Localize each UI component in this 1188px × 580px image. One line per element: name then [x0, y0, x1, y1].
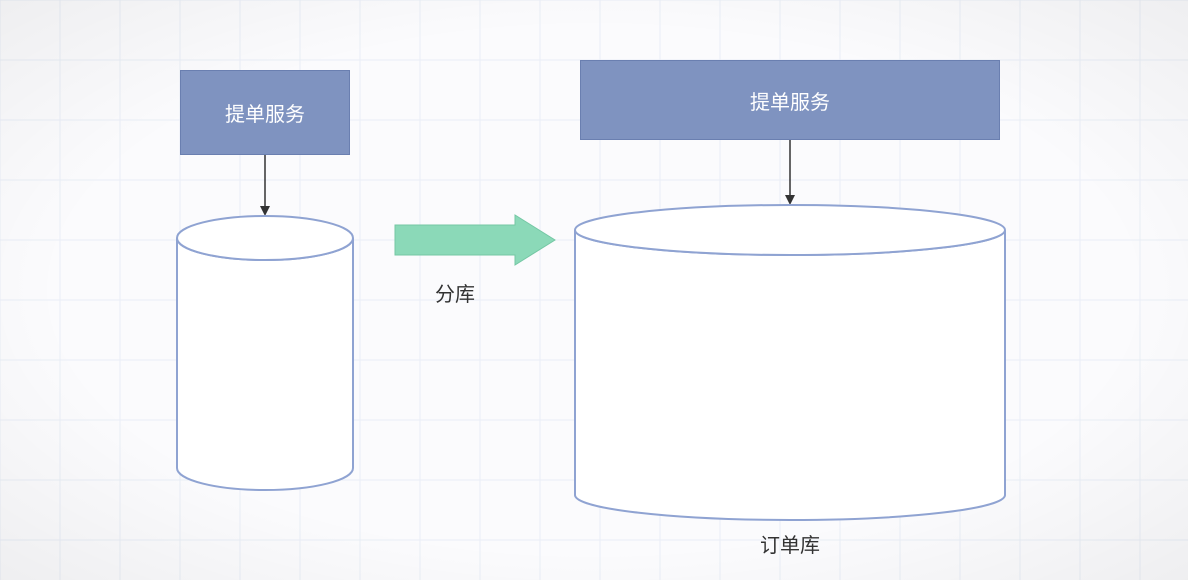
diagram-canvas	[0, 0, 1188, 580]
